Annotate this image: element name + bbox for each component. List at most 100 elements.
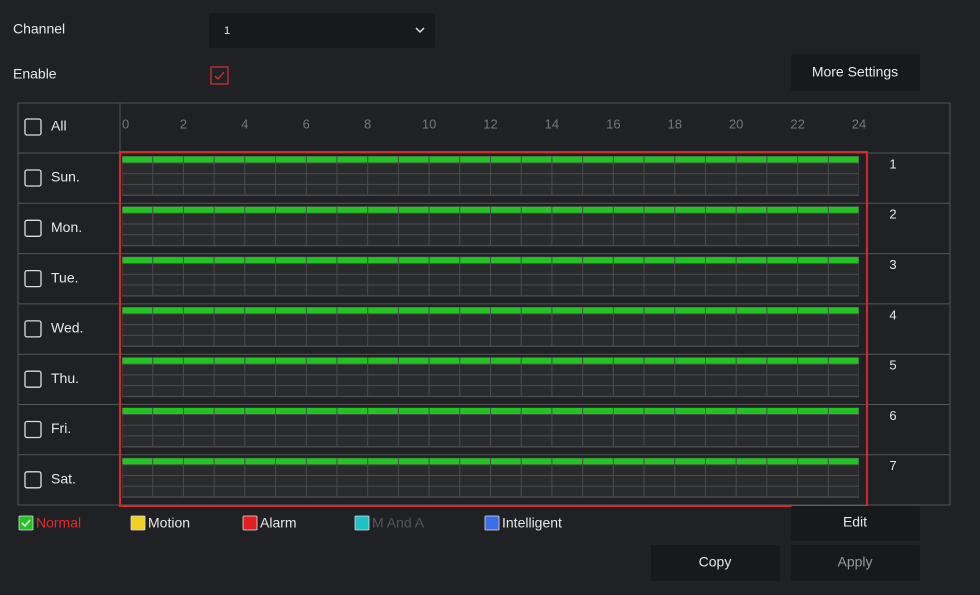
empty-slot xyxy=(705,364,736,375)
empty-slot xyxy=(491,235,521,245)
timeline-bg xyxy=(122,206,859,247)
empty-slot xyxy=(828,163,859,174)
checkbox[interactable] xyxy=(24,269,42,288)
normal-slot xyxy=(306,307,337,314)
empty-slot xyxy=(491,415,521,425)
normal-slot xyxy=(398,307,429,314)
empty-slot xyxy=(368,285,398,296)
normal-slot xyxy=(644,408,675,414)
empty-slot xyxy=(767,335,798,346)
empty-slot xyxy=(398,274,429,285)
legend-swatch[interactable] xyxy=(130,515,146,531)
legend-swatch[interactable] xyxy=(18,515,34,531)
normal-slot xyxy=(521,257,552,264)
empty-slot xyxy=(491,386,521,396)
checkmark xyxy=(21,519,31,528)
empty-slot xyxy=(183,386,214,396)
empty-slot xyxy=(828,235,859,245)
empty-slot xyxy=(675,386,705,396)
empty-slot xyxy=(429,465,460,475)
empty-slot xyxy=(368,213,398,224)
empty-slot xyxy=(552,425,583,436)
empty-slot xyxy=(337,436,368,447)
normal-slot xyxy=(613,206,644,213)
normal-slot xyxy=(214,257,245,264)
empty-slot xyxy=(276,213,306,224)
empty-slot xyxy=(153,386,183,396)
normal-slot xyxy=(828,408,859,414)
normal-slot xyxy=(675,156,705,163)
normal-slot xyxy=(214,458,245,465)
empty-slot xyxy=(552,235,583,245)
empty-slot xyxy=(429,184,460,195)
legend-swatch[interactable] xyxy=(484,515,500,531)
empty-slot xyxy=(429,314,460,325)
channel-select[interactable] xyxy=(209,13,435,48)
normal-slot xyxy=(644,307,675,314)
empty-slot xyxy=(828,386,859,396)
empty-slot xyxy=(521,163,552,174)
normal-slot xyxy=(613,257,644,264)
empty-slot xyxy=(337,285,368,296)
normal-slot xyxy=(828,206,859,213)
empty-slot xyxy=(613,425,644,436)
empty-slot xyxy=(583,364,613,375)
more-settings-button[interactable] xyxy=(791,54,920,91)
normal-slot xyxy=(613,408,644,414)
normal-slot xyxy=(460,307,490,314)
empty-slot xyxy=(460,314,490,325)
checkbox[interactable] xyxy=(24,370,42,388)
empty-slot xyxy=(460,486,490,497)
legend-swatch[interactable] xyxy=(354,515,370,531)
empty-slot xyxy=(306,476,337,486)
empty-slot xyxy=(491,325,521,335)
empty-slot xyxy=(705,335,736,346)
empty-slot xyxy=(675,274,705,285)
empty-slot xyxy=(122,264,153,274)
edit-button[interactable] xyxy=(791,506,920,541)
empty-slot xyxy=(675,235,705,245)
empty-slot xyxy=(153,436,183,447)
empty-slot xyxy=(675,314,705,325)
empty-slot xyxy=(491,425,521,436)
empty-slot xyxy=(644,235,675,245)
empty-slot xyxy=(583,335,613,346)
empty-slot xyxy=(675,335,705,346)
empty-slot xyxy=(306,436,337,447)
empty-slot xyxy=(552,335,583,346)
checkbox[interactable] xyxy=(24,219,42,237)
normal-slot xyxy=(337,257,368,264)
normal-slot xyxy=(736,307,767,314)
empty-slot xyxy=(153,224,183,235)
empty-slot xyxy=(583,235,613,245)
empty-slot xyxy=(429,486,460,497)
checkbox[interactable] xyxy=(24,420,42,439)
enable-checkbox[interactable] xyxy=(210,66,229,85)
empty-slot xyxy=(583,264,613,274)
copy-button[interactable] xyxy=(651,545,780,581)
normal-slot xyxy=(276,307,306,314)
empty-slot xyxy=(153,425,183,436)
normal-slot xyxy=(122,156,153,163)
checkbox[interactable] xyxy=(24,169,42,187)
empty-slot xyxy=(521,224,552,235)
apply-button[interactable] xyxy=(791,545,920,581)
empty-slot xyxy=(705,386,736,396)
normal-slot xyxy=(153,307,183,314)
normal-slot xyxy=(736,408,767,414)
normal-slot xyxy=(368,257,398,264)
empty-slot xyxy=(583,285,613,296)
empty-slot xyxy=(398,476,429,486)
empty-slot xyxy=(214,465,245,475)
checkbox[interactable] xyxy=(24,471,42,489)
empty-slot xyxy=(460,375,490,386)
checkbox[interactable] xyxy=(24,320,42,338)
empty-slot xyxy=(736,235,767,245)
empty-slot xyxy=(613,213,644,224)
empty-slot xyxy=(644,425,675,436)
normal-slot xyxy=(552,307,583,314)
checkbox[interactable] xyxy=(24,118,42,136)
empty-slot xyxy=(337,235,368,245)
legend-swatch[interactable] xyxy=(242,515,258,531)
